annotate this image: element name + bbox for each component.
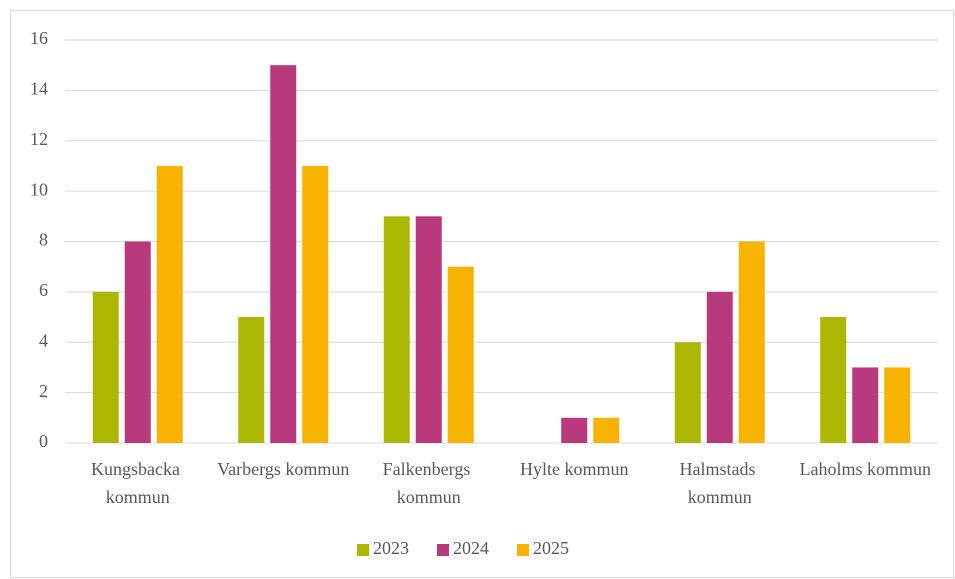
bar — [302, 165, 329, 443]
x-tick-label: Kungsbacka kommun — [91, 459, 184, 507]
x-tick-label: Varbergs kommun — [217, 459, 349, 479]
y-tick-label: 14 — [30, 79, 48, 99]
x-tick-label: Hylte kommun — [520, 459, 629, 479]
y-tick-label: 4 — [39, 330, 48, 350]
y-tick-label: 2 — [39, 381, 48, 401]
bar — [593, 417, 620, 443]
y-tick-label: 0 — [39, 431, 48, 451]
legend-label: 2023 — [373, 538, 409, 558]
legend-swatch — [517, 544, 529, 556]
bar — [447, 266, 474, 443]
legend-label: 2024 — [453, 538, 489, 558]
x-tick-label: Falkenbergs kommun — [383, 459, 475, 507]
bar — [92, 291, 119, 443]
y-tick-label: 10 — [30, 179, 48, 199]
y-tick-label: 16 — [30, 28, 48, 48]
bar — [270, 65, 297, 443]
bar — [561, 417, 588, 443]
bar — [415, 216, 442, 443]
bar — [383, 216, 410, 443]
bar — [852, 367, 879, 443]
bar — [820, 317, 847, 443]
bar — [884, 367, 911, 443]
legend-swatch — [357, 544, 369, 556]
bar — [674, 342, 701, 443]
bar — [238, 317, 265, 443]
x-tick-label: Laholms kommun — [800, 459, 932, 479]
y-tick-label: 8 — [39, 230, 48, 250]
bar — [738, 241, 765, 443]
bar — [706, 291, 733, 443]
y-tick-label: 12 — [30, 129, 48, 149]
y-tick-label: 6 — [39, 280, 48, 300]
bar — [124, 241, 151, 443]
x-tick-label: Halmstads kommun — [680, 459, 761, 507]
legend-label: 2025 — [533, 538, 569, 558]
legend-swatch — [437, 544, 449, 556]
bar — [156, 165, 183, 443]
